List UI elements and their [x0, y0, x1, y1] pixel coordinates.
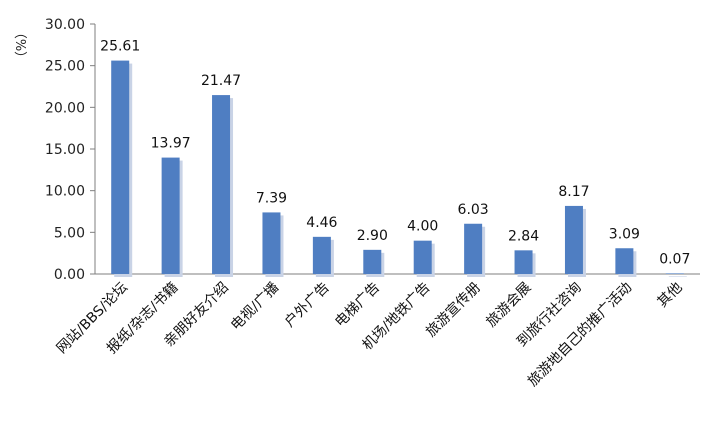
bar	[363, 249, 382, 274]
category-label: 电视/广播	[228, 280, 282, 334]
category-label: 电梯广告	[332, 280, 383, 331]
data-labels: 25.61 13.97 21.47 7.39 4.46 2.90 4.00 6.03 2.84 8…	[100, 39, 690, 268]
bar	[464, 223, 483, 274]
bar	[312, 236, 331, 274]
bar	[665, 273, 684, 274]
bar	[262, 212, 281, 274]
y-tick-label: 30.00	[45, 17, 85, 33]
y-axis-label: （%）	[12, 26, 27, 64]
data-label: 21.47	[201, 73, 241, 89]
category-label: 旅游宣传册	[423, 280, 484, 341]
bars	[111, 60, 687, 278]
data-label: 3.09	[609, 226, 640, 242]
data-label: 7.39	[256, 190, 287, 206]
y-axis: 0.00 5.00 10.00 15.00 20.00 25.00 30.00	[45, 17, 700, 283]
category-label: 旅游会展	[483, 280, 534, 331]
y-tick-label: 0.00	[54, 267, 85, 283]
data-label: 2.84	[508, 228, 539, 244]
category-label: 户外广告	[281, 279, 333, 331]
data-label: 13.97	[151, 136, 191, 152]
bar	[161, 157, 180, 274]
y-tick-label: 20.00	[45, 100, 85, 116]
bar	[413, 240, 432, 274]
bar	[111, 60, 130, 275]
y-tick-label: 5.00	[54, 225, 85, 241]
data-label: 8.17	[558, 184, 589, 200]
bar	[564, 205, 583, 274]
category-label: 其他	[655, 280, 686, 311]
data-label: 2.90	[357, 228, 388, 244]
data-label: 6.03	[458, 202, 489, 218]
y-tick-label: 25.00	[45, 59, 85, 75]
data-label: 4.00	[407, 219, 438, 235]
bar	[615, 248, 634, 274]
y-tick-label: 15.00	[45, 142, 85, 158]
bar-shadow	[668, 276, 687, 277]
data-label: 25.61	[100, 39, 140, 55]
category-label: 旅游地自己的推广活动	[525, 280, 635, 390]
y-tick-label: 10.00	[45, 184, 85, 200]
data-label: 4.46	[306, 215, 337, 231]
data-label: 0.07	[659, 251, 690, 267]
bar	[212, 95, 231, 274]
bar	[514, 250, 533, 274]
